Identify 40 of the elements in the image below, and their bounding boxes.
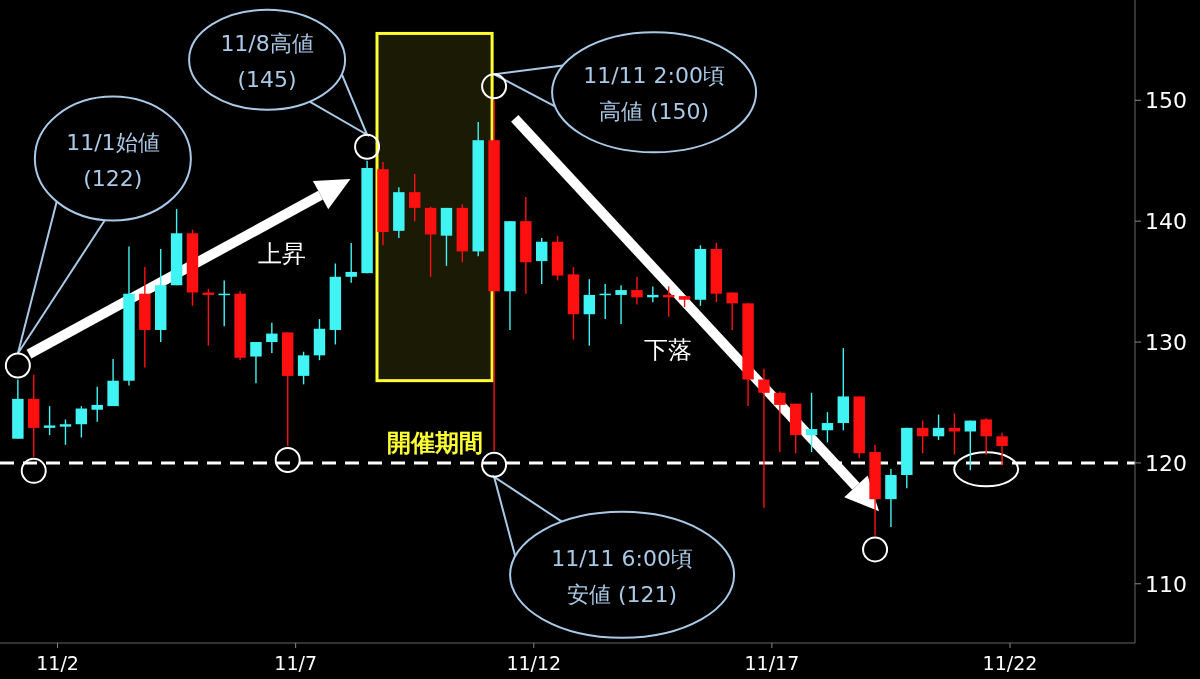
annotation: 11/11 2:00頃高値 (150) — [583, 63, 725, 125]
candlestick — [202, 288, 215, 347]
y-tick-label: 130 — [1145, 330, 1187, 356]
y-tick-label: 150 — [1145, 88, 1187, 114]
candlestick — [980, 417, 992, 456]
x-tick-label: 11/2 — [36, 652, 79, 674]
candlestick — [726, 291, 738, 331]
annotation: 下落 — [644, 336, 692, 364]
x-tick-label: 11/7 — [274, 652, 317, 674]
band-label: 開催期間 — [386, 428, 483, 457]
candlestick — [250, 341, 262, 384]
y-tick-label: 110 — [1145, 571, 1187, 597]
annotation: 11/1始値 (122) — [66, 129, 160, 191]
annotation: 11/8高値 (145) — [220, 30, 314, 92]
candlestick — [266, 322, 278, 354]
annotation: 11/11 6:00頃安値 (121) — [551, 545, 693, 607]
candlestick — [631, 276, 643, 306]
candlestick — [345, 242, 357, 284]
y-tick-label: 140 — [1145, 209, 1187, 235]
candlestick — [91, 386, 103, 423]
candlestick — [535, 237, 548, 285]
candlestick — [758, 367, 770, 509]
candlestick — [932, 413, 945, 441]
candlestick — [805, 392, 818, 453]
candlestick — [916, 419, 929, 454]
annotation: 上昇 — [258, 240, 306, 268]
candlestick — [43, 405, 56, 436]
x-tick-label: 11/17 — [744, 652, 800, 674]
candlestick — [615, 284, 627, 325]
candlestick — [75, 405, 88, 439]
candlestick — [774, 390, 786, 453]
candlestick — [996, 432, 1008, 467]
candlestick — [409, 173, 421, 222]
x-tick-label: 11/12 — [506, 652, 562, 674]
candlestick — [821, 411, 834, 444]
candlestick — [297, 351, 310, 386]
candlestick — [59, 418, 72, 446]
y-tick-label: 120 — [1145, 450, 1187, 476]
x-tick-label: 11/22 — [982, 652, 1038, 674]
candlestick — [583, 278, 596, 347]
